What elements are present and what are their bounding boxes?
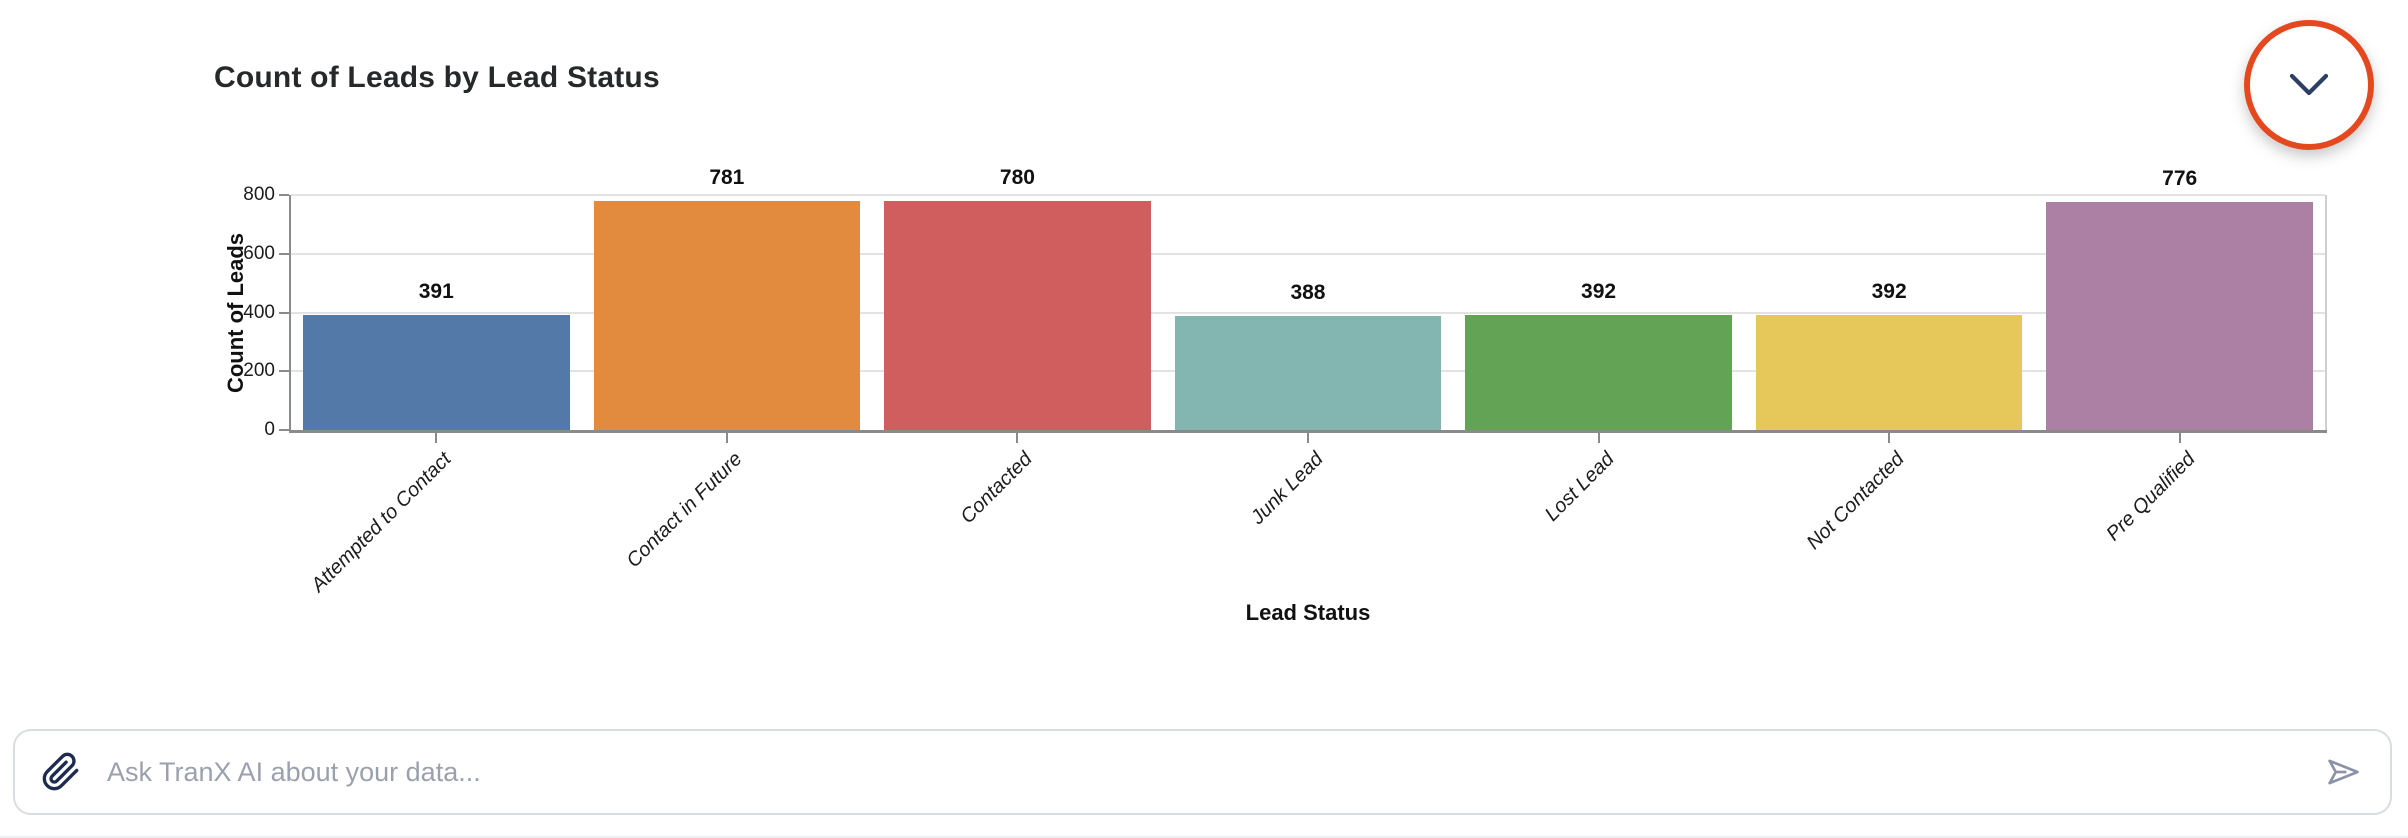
chevron-down-icon <box>2289 73 2329 96</box>
y-tick-mark <box>279 311 289 314</box>
x-tick-mark <box>435 433 438 443</box>
y-axis-title: Count of Leads <box>223 232 248 393</box>
bar-value-label: 391 <box>418 280 454 304</box>
y-tick-label: 600 <box>243 242 275 264</box>
bar-contact-in-future[interactable] <box>593 200 861 430</box>
chart-title: Count of Leads by Lead Status <box>214 61 660 94</box>
y-tick-label: 400 <box>243 301 275 323</box>
x-axis-line <box>289 430 2327 433</box>
x-axis-title: Lead Status <box>1245 600 1371 625</box>
gridline <box>291 194 2325 196</box>
x-tick-mark <box>725 433 728 443</box>
bar-value-label: 388 <box>1290 281 1326 305</box>
x-tick-mark <box>1597 433 1600 443</box>
paperclip-icon <box>42 752 79 791</box>
y-tick-mark <box>279 194 289 196</box>
y-tick-mark <box>279 370 289 373</box>
x-tick-label: Junk Lead <box>1246 448 1328 529</box>
bar-value-label: 776 <box>2162 167 2198 191</box>
gridline <box>291 311 2325 314</box>
bar-lost-lead[interactable] <box>1465 314 1732 430</box>
collapse-chart-button[interactable] <box>2244 20 2374 150</box>
bar-junk-lead[interactable] <box>1174 316 1442 430</box>
gridline <box>291 252 2325 255</box>
lead-status-bar-chart: 391 Attempted to Contact 781 Contact in Fut… <box>223 165 2327 625</box>
y-tick-label: 0 <box>264 419 275 440</box>
y-tick-mark <box>279 252 289 255</box>
bar-not-contacted[interactable] <box>1755 314 2023 430</box>
y-tick-mark <box>279 429 289 431</box>
bar-value-label: 392 <box>1581 279 1617 303</box>
ask-ai-input[interactable] <box>105 755 2298 789</box>
y-axis-line <box>289 195 291 433</box>
bar-value-label: 781 <box>709 165 745 189</box>
x-tick-label: Pre Qualified <box>2101 448 2200 546</box>
x-tick-mark <box>1016 433 1019 443</box>
x-tick-mark <box>2178 433 2181 443</box>
x-tick-mark <box>1888 433 1891 443</box>
y-tick-label: 800 <box>243 184 275 205</box>
bar-attempted-to-contact[interactable] <box>303 315 570 430</box>
x-tick-mark <box>1307 433 1309 443</box>
bar-value-label: 780 <box>999 165 1035 189</box>
send-button[interactable] <box>2322 753 2364 791</box>
bar-contacted[interactable] <box>884 200 1151 430</box>
bar-pre-qualified[interactable] <box>2046 202 2313 430</box>
y-tick-label: 200 <box>243 360 275 382</box>
attach-button[interactable] <box>41 752 81 792</box>
x-tick-label: Not Contacted <box>1802 448 1909 554</box>
x-tick-label: Contacted <box>956 448 1037 529</box>
send-icon <box>2328 759 2359 785</box>
x-tick-label: Attempted to Contact <box>307 448 456 597</box>
x-tick-label: Contact in Future <box>622 448 747 573</box>
x-tick-label: Lost Lead <box>1540 448 1619 526</box>
ask-ai-bar <box>13 729 2392 815</box>
bar-value-label: 392 <box>1871 279 1907 303</box>
plot-right-border <box>2325 195 2327 430</box>
